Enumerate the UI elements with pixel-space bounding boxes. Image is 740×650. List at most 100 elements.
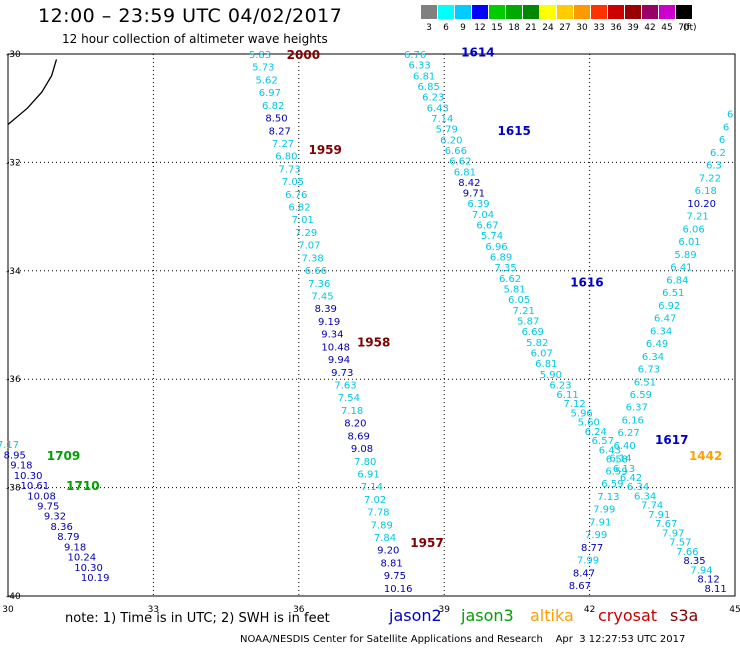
swh-value: 7.99 [577,556,599,567]
footer-credit: NOAA/NESDIS Center for Satellite Applica… [240,634,686,645]
legend-label: 27 [559,23,571,33]
legend-swatch [438,5,455,19]
swh-value: 6.91 [357,469,379,480]
legend-swatch [489,5,506,19]
x-tick-label: 45 [729,605,740,615]
swh-value: 8.95 [4,450,26,461]
swh-value: 5.73 [252,63,274,74]
legend-swatch [591,5,608,19]
legend-label: 36 [610,23,622,33]
swh-value: 7.17 [0,440,19,451]
swh-value: 6.13 [613,464,635,475]
track-pass-label: 1958 [357,335,390,349]
swh-value: 6 [723,122,729,133]
legend-label: 24 [542,23,554,33]
swh-value: 10.61 [21,481,50,492]
swh-value: 6.67 [476,221,498,232]
swh-value: 6.40 [613,441,635,452]
swh-value: 7.21 [513,306,535,317]
swh-value: 7.63 [334,380,356,391]
swh-value: 10.19 [81,573,110,584]
track-pass-label: 1616 [570,276,603,290]
swh-value: 8.67 [569,581,591,592]
swh-value: 6.81 [413,71,435,82]
swh-value: 6.2 [710,148,726,159]
swh-value: 6.96 [485,242,507,253]
legend-label: 42 [644,23,656,33]
swh-value: 5.87 [517,316,539,327]
legend-swatch [421,5,438,19]
swh-value: 6.23 [549,381,571,392]
page-title: 12:00 – 23:59 UTC 04/02/2017 [38,5,343,27]
swh-value: 10.30 [14,471,43,482]
legend-swatch [608,5,625,19]
y-tick-label: -36 [6,375,21,385]
swh-value: 6.81 [454,167,476,178]
swh-value: 6.16 [622,415,644,426]
legend-label: 15 [491,23,503,33]
swh-value: 7.78 [367,508,389,519]
swh-value: 6.34 [650,326,672,337]
y-tick-label: -40 [6,592,21,602]
swh-value: 5.83 [249,50,271,61]
swh-value: 8.50 [265,114,287,125]
track-pass-label: 1710 [66,479,99,493]
swh-value: 6.62 [499,274,521,285]
swh-value: 6.01 [678,237,700,248]
swh-value: 9.34 [321,330,343,341]
swh-value: 8.69 [348,431,370,442]
swh-value: 9.75 [384,571,406,582]
swh-value: 8.20 [344,419,366,430]
swh-value: 9.32 [44,512,66,523]
page-subtitle: 12 hour collection of altimeter wave hei… [62,32,328,46]
swh-value: 5.89 [674,250,696,261]
swh-value: 5.79 [436,125,458,136]
swh-value: 5.62 [255,75,277,86]
legend-swatch [625,5,642,19]
track-pass-label: 1615 [498,124,531,138]
swh-value: 8.39 [315,304,337,315]
swh-value: 5.81 [504,285,526,296]
swh-value: 6.06 [682,224,704,235]
x-tick-label: 42 [584,605,595,615]
swh-value: 6 [727,110,733,121]
swh-value: 6.59 [605,466,627,477]
swh-value: 7.04 [472,210,494,221]
swh-value: 9.19 [318,317,340,328]
swh-value: 10.30 [74,563,103,574]
swh-value: 6.33 [409,61,431,72]
swh-value: 9.20 [377,546,399,557]
swh-value: 6.47 [654,314,676,325]
legend-label: 12 [474,23,486,33]
swh-value: 5.74 [481,231,503,242]
swh-value: 9.18 [64,542,86,553]
swh-value: 7.38 [302,253,324,264]
note-text: note: 1) Time is in UTC; 2) SWH is in fe… [65,611,330,626]
legend-label: 70 [678,23,690,33]
swh-value: 7.73 [278,164,300,175]
legend-label: 3 [426,23,432,33]
swh-value: 7.97 [662,528,684,539]
swh-value: 6.14 [609,454,631,465]
swh-value: 6.49 [646,339,668,350]
x-tick-label: 36 [293,605,305,615]
swh-value: 6.42 [620,473,642,484]
legend-swatch [506,5,523,19]
swh-value: 6.43 [599,445,621,456]
swh-value: 6.37 [626,403,648,414]
swh-value: 7.01 [292,215,314,226]
track-pass-label: 1959 [308,143,341,157]
swh-value: 7.99 [585,530,607,541]
swh-value: 8.12 [697,575,719,586]
legend-label: 21 [525,23,537,33]
swh-value: 7.35 [494,263,516,274]
track-pass-label: 1614 [461,45,494,59]
legend-swatch [455,5,472,19]
swh-value: 8.35 [683,556,705,567]
swh-value: 6.80 [275,152,297,163]
swh-value: 7.14 [361,482,383,493]
swh-value: 5.82 [526,338,548,349]
swh-value: 7.13 [597,492,619,503]
swh-value: 7.45 [311,292,333,303]
satellite-jason2: jason2 [389,606,442,625]
